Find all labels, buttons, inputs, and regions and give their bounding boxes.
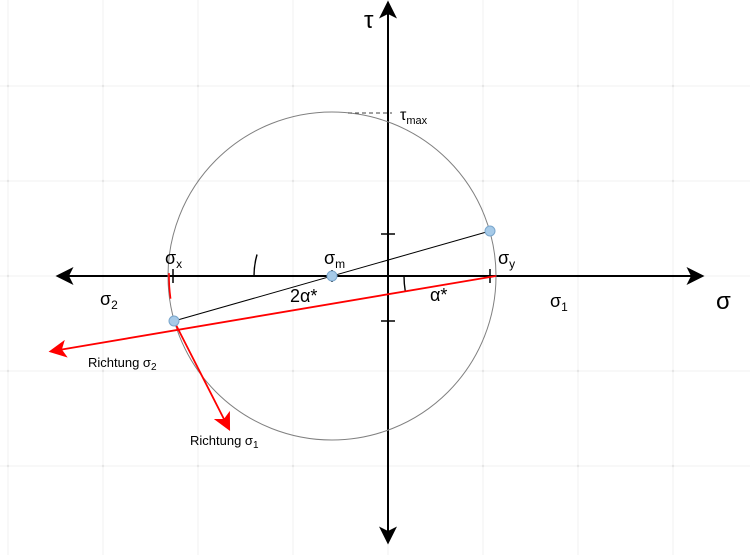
direction-sigma1-line (174, 321, 228, 427)
arc-alpha (404, 276, 405, 291)
sigma-2-label: σ2 (100, 289, 118, 312)
sigma-x-label: σx (165, 248, 182, 271)
stress-point-lower (169, 316, 179, 326)
tau-max-label: τmax (400, 107, 428, 127)
sigma-m-label: σm (324, 248, 345, 271)
tau-axis-label: τ (364, 7, 374, 34)
alpha-label: α* (430, 285, 447, 305)
richtung-sigma1-label: Richtung σ1 (190, 433, 259, 451)
richtung-sigma2-label: Richtung σ2 (88, 355, 157, 373)
mohr-circle-diagram: σ τ σx σy σm σ1 σ2 τmax 2α* α* Richtung … (0, 0, 750, 555)
diagram-svg: σ τ σx σy σm σ1 σ2 τmax 2α* α* Richtung … (0, 0, 750, 555)
sigma-y-label: σy (498, 248, 515, 271)
two-alpha-label: 2α* (290, 286, 317, 306)
sigma-1-label: σ1 (550, 291, 568, 314)
stress-point-upper (485, 226, 495, 236)
center-point (327, 271, 337, 281)
arc-two-alpha (254, 255, 257, 276)
background-grid (0, 0, 750, 555)
sigma-axis-label: σ (716, 288, 731, 315)
